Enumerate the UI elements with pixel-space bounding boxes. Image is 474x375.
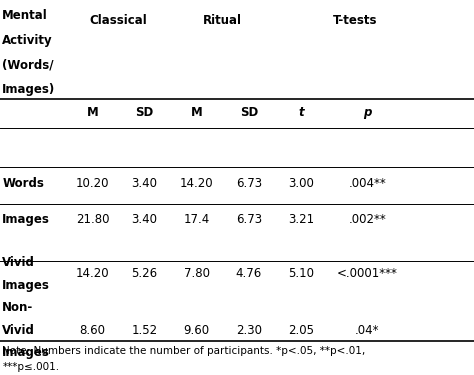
Text: Ritual: Ritual (203, 14, 242, 27)
Text: Classical: Classical (90, 14, 147, 27)
Text: 2.05: 2.05 (288, 324, 314, 336)
Text: .004**: .004** (348, 177, 386, 190)
Text: Vivid: Vivid (2, 256, 35, 269)
Text: 3.40: 3.40 (132, 177, 157, 190)
Text: 6.73: 6.73 (236, 177, 262, 190)
Text: Images: Images (2, 213, 50, 226)
Text: Images: Images (2, 279, 50, 291)
Text: T-tests: T-tests (333, 14, 378, 27)
Text: 21.80: 21.80 (76, 213, 109, 226)
Text: 6.73: 6.73 (236, 213, 262, 226)
Text: Vivid: Vivid (2, 324, 35, 336)
Text: Images): Images) (2, 82, 55, 96)
Text: 7.80: 7.80 (184, 267, 210, 280)
Text: 8.60: 8.60 (80, 324, 105, 336)
Text: 9.60: 9.60 (183, 324, 210, 336)
Text: Mental: Mental (2, 9, 48, 22)
Text: 1.52: 1.52 (131, 324, 158, 336)
Text: 3.00: 3.00 (288, 177, 314, 190)
Text: .04*: .04* (355, 324, 380, 336)
Text: Activity: Activity (2, 34, 53, 47)
Text: M: M (191, 106, 202, 119)
Text: SD: SD (136, 106, 154, 119)
Text: .002**: .002** (348, 213, 386, 226)
Text: Words: Words (2, 177, 44, 190)
Text: <.0001***: <.0001*** (337, 267, 398, 280)
Text: SD: SD (240, 106, 258, 119)
Text: Note: Numbers indicate the number of participants. *p<.05, **p<.01,: Note: Numbers indicate the number of par… (2, 346, 365, 355)
Text: 4.76: 4.76 (236, 267, 262, 280)
Text: Non-: Non- (2, 301, 34, 314)
Text: 5.10: 5.10 (288, 267, 314, 280)
Text: 3.40: 3.40 (132, 213, 157, 226)
Text: 17.4: 17.4 (183, 213, 210, 226)
Text: 10.20: 10.20 (76, 177, 109, 190)
Text: 5.26: 5.26 (131, 267, 158, 280)
Text: 2.30: 2.30 (236, 324, 262, 336)
Text: 3.21: 3.21 (288, 213, 314, 226)
Text: Images: Images (2, 346, 50, 359)
Text: ***p≤.001.: ***p≤.001. (2, 363, 60, 372)
Text: 14.20: 14.20 (76, 267, 109, 280)
Text: M: M (87, 106, 98, 119)
Text: 14.20: 14.20 (180, 177, 213, 190)
Text: p: p (363, 106, 372, 119)
Text: t: t (298, 106, 304, 119)
Text: (Words/: (Words/ (2, 58, 54, 71)
